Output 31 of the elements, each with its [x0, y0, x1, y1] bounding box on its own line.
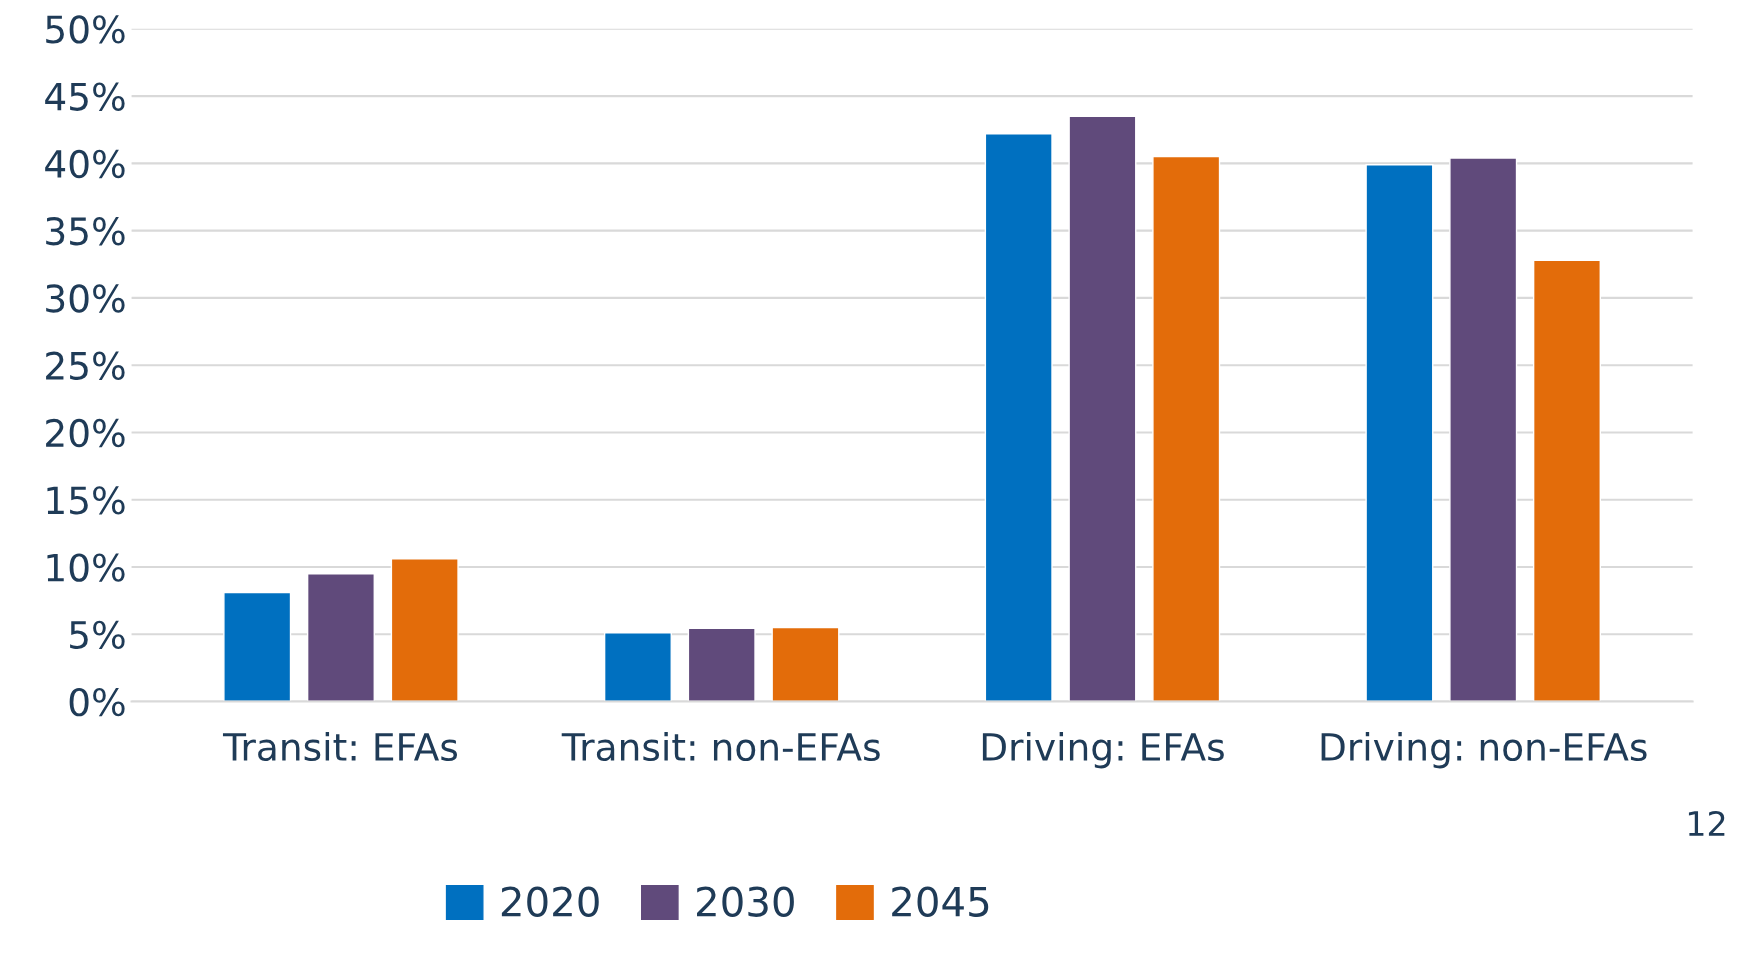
bar: [1365, 164, 1434, 702]
text: 12: [1688, 810, 1725, 836]
bar: [1449, 157, 1518, 702]
bar: [1152, 155, 1221, 702]
x-tick-label: Transit: EFAs: [222, 732, 458, 762]
legend-label: 2030: [697, 886, 794, 917]
bar: [390, 558, 459, 702]
bar: [223, 591, 292, 702]
legend-label: 2020: [501, 886, 599, 917]
y-tick-label: 50%: [46, 15, 125, 44]
legend-label: 2045: [892, 886, 989, 917]
y-tick-label: 15%: [47, 486, 125, 515]
y-tick-label: 25%: [46, 351, 125, 380]
x-tick-label: Driving: non-EFAs: [1321, 732, 1647, 769]
bar: [603, 632, 672, 702]
bar: [771, 626, 840, 702]
bar: [687, 627, 756, 702]
bar: [984, 133, 1053, 702]
y-tick-label: 10%: [47, 553, 125, 582]
bar: [1532, 259, 1601, 702]
bar: [306, 573, 375, 702]
y-tick-label: 40%: [45, 149, 125, 179]
y-tick-label: 45%: [45, 82, 125, 111]
x-tick-label: Driving: EFAs: [982, 732, 1224, 769]
bar: [1068, 115, 1137, 702]
y-tick-label: 0%: [69, 687, 125, 717]
y-tick-label: 5%: [70, 620, 125, 650]
y-tick-label: 35%: [46, 217, 125, 246]
y-tick-label: 20%: [46, 418, 125, 448]
x-tick-label: Transit: non-EFAs: [561, 732, 880, 762]
y-tick-label: 30%: [46, 284, 125, 313]
